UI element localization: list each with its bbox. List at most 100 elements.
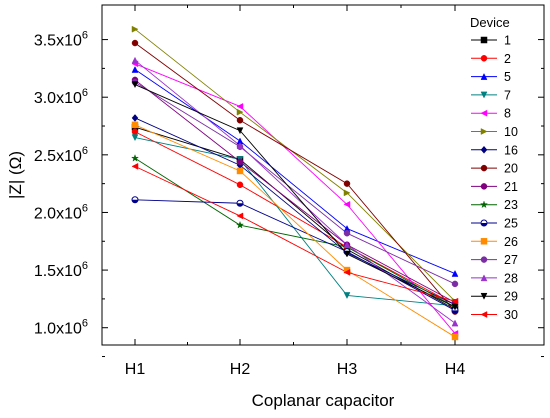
legend-label: 26 [504, 235, 518, 249]
data-point-27 [451, 280, 459, 288]
x-tick-label: H1 [125, 361, 146, 378]
series-line-28 [134, 59, 456, 324]
legend-swatch-marker [480, 238, 488, 245]
legend-swatch-marker [480, 91, 488, 99]
legend-swatch-marker [480, 219, 488, 227]
series-line-23 [134, 157, 456, 308]
legend-swatch-marker [480, 256, 488, 263]
y-tick-exponent: 6 [82, 318, 88, 330]
legend-label: 30 [504, 308, 518, 322]
data-point-20 [131, 39, 139, 47]
data-point-25 [236, 199, 244, 207]
data-point-20 [343, 180, 351, 187]
data-point-26 [451, 333, 459, 341]
data-point-2 [236, 181, 244, 189]
legend-label: 28 [504, 271, 518, 285]
legend-label: 7 [504, 88, 511, 102]
data-point-16 [131, 114, 139, 122]
legend-swatch-marker [479, 200, 489, 209]
legend-label: 16 [504, 143, 518, 157]
data-point-28 [451, 319, 459, 327]
series-line-8 [134, 63, 456, 334]
axis-ticks [102, 5, 544, 358]
series-line-25 [134, 199, 456, 311]
y-tick-exponent: 6 [82, 145, 88, 157]
data-point-8 [343, 200, 351, 208]
legend-label: 2 [504, 52, 511, 66]
data-point-26 [236, 167, 244, 175]
data-point-30 [343, 268, 351, 276]
data-point-29 [236, 127, 244, 135]
series-line-30 [134, 165, 456, 302]
legend-label: 27 [504, 253, 518, 267]
data-point-10 [236, 108, 244, 116]
data-point-29 [451, 303, 459, 311]
series-lines [134, 28, 456, 338]
legend-swatch-marker [480, 292, 488, 300]
series-line-16 [134, 117, 456, 306]
legend-swatch-marker [480, 311, 488, 318]
series-line-21 [134, 79, 456, 303]
legend-label: 21 [504, 180, 518, 194]
y-tick-exponent: 6 [82, 30, 88, 42]
y-tick-exponent: 6 [82, 260, 88, 272]
data-point-5 [451, 269, 459, 277]
legend-label: 8 [504, 107, 511, 121]
legend-swatch-marker [480, 36, 488, 44]
x-tick-label: H2 [230, 361, 251, 378]
data-point-30 [131, 162, 139, 170]
data-point-29 [131, 81, 139, 89]
legend-label: 25 [504, 217, 518, 231]
data-point-28 [236, 142, 244, 149]
data-point-23 [235, 220, 245, 229]
legend-label: 20 [504, 162, 518, 176]
data-point-20 [236, 117, 244, 124]
legend-label: 23 [504, 198, 518, 212]
data-point-2 [131, 128, 139, 136]
legend-swatch-marker [480, 73, 488, 80]
legend-swatch-marker [480, 274, 488, 282]
x-tick-label: H4 [445, 361, 466, 378]
y-tick-label: 1.5x106 [34, 260, 88, 280]
data-point-7 [343, 292, 351, 299]
series-line-1 [134, 126, 456, 310]
legend-swatch-marker [480, 164, 488, 172]
series-markers [130, 25, 460, 341]
data-point-21 [236, 158, 244, 165]
y-tick-labels: 1.0x106 1.5x106 2.0x106 2.5x106 3.0x106 3.5x1… [34, 30, 88, 338]
series-line-20 [134, 42, 456, 312]
data-point-10 [131, 25, 139, 33]
data-point-29 [343, 250, 351, 258]
series-line-5 [134, 69, 456, 274]
data-point-26 [131, 121, 139, 129]
x-axis-title: Coplanar capacitor [252, 391, 395, 410]
data-point-28 [131, 56, 139, 64]
y-tick-exponent: 6 [82, 202, 88, 214]
y-tick-label: 2.0x106 [34, 202, 88, 222]
data-point-28 [343, 241, 351, 248]
series-line-10 [134, 28, 456, 302]
legend-swatch-marker [480, 145, 488, 154]
legend-label: 10 [504, 125, 518, 139]
series-line-29 [134, 84, 456, 308]
legend-title: Device [470, 15, 510, 30]
y-tick-label: 3.5x106 [34, 30, 88, 50]
legend-swatch-marker [480, 128, 488, 135]
data-point-7 [131, 134, 139, 142]
x-tick-labels: H1 H2 H3 H4 [125, 361, 466, 378]
legend-swatch-marker [480, 183, 488, 190]
legend-label: 29 [504, 290, 518, 304]
y-tick-label: 2.5x106 [34, 145, 88, 165]
series-line-26 [134, 124, 456, 338]
y-axis-title: |Z| (Ω) [6, 151, 25, 199]
data-point-25 [131, 196, 139, 204]
series-line-2 [134, 131, 456, 306]
series-line-27 [134, 81, 456, 285]
y-tick-label: 1.0x106 [34, 318, 88, 338]
data-point-30 [236, 212, 244, 220]
data-point-8 [236, 103, 244, 110]
plot-frame [101, 4, 545, 346]
legend-swatch-marker [480, 109, 488, 117]
y-tick-exponent: 6 [82, 87, 88, 99]
